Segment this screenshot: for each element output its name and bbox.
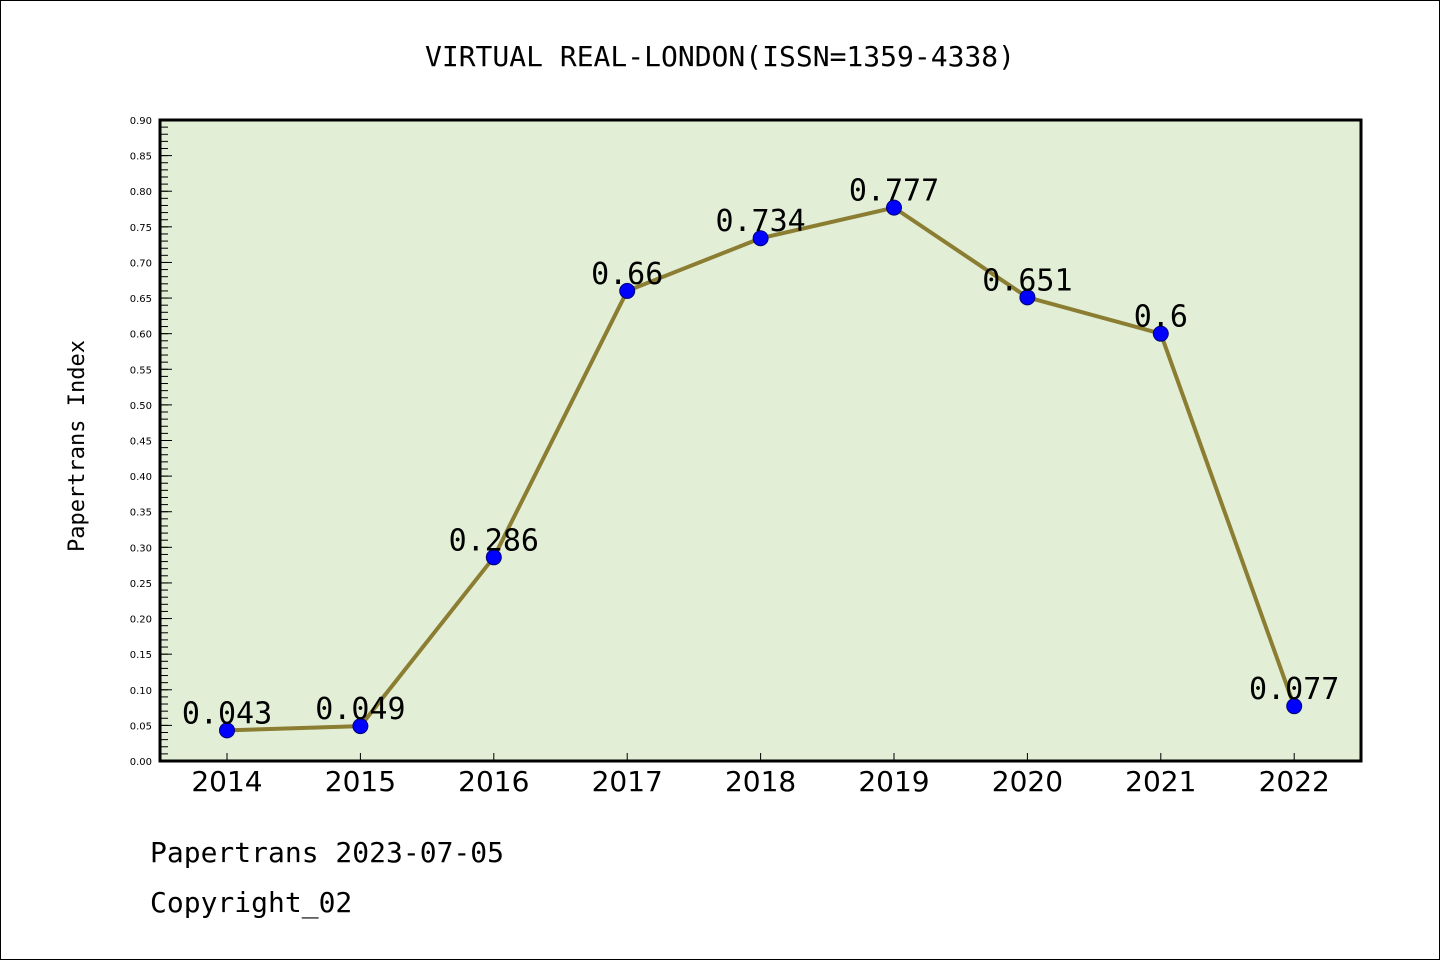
plot-area [160,120,1361,761]
x-tick-label: 2018 [725,765,796,798]
data-point [1152,325,1169,342]
data-label: 0.6 [1134,300,1188,335]
data-point [1019,289,1036,306]
y-tick-label: 0.90 [130,116,152,127]
data-label: 0.66 [591,257,663,292]
data-point [352,718,369,735]
data-label: 0.043 [182,696,272,731]
data-labels: 0.043 0.049 0.286 0.66 0.734 0.777 0.651 0.6 0.0… [182,174,1340,732]
x-tick-label: 2015 [325,765,396,798]
x-ticks: 2014 2015 2016 2017 2018 2019 2020 2021 2022 [191,753,1330,798]
data-point [485,549,502,566]
data-point [886,199,902,216]
y-tick-label: 0.75 [130,223,152,234]
footer-date-line: Papertrans 2023-07-05 [150,836,505,869]
x-tick-label: 2020 [992,765,1063,798]
y-tick-label: 0.30 [130,543,152,554]
x-tick-label: 2021 [1125,765,1196,798]
data-label: 0.286 [449,523,539,558]
data-point [219,722,235,739]
data-point [752,230,769,247]
y-tick-label: 0.45 [130,437,152,448]
y-tick-label: 0.65 [130,294,152,305]
y-tick-label: 0.50 [130,401,152,412]
y-tick-label: 0.40 [130,472,152,483]
x-tick-label: 2022 [1259,765,1330,798]
x-tick-label: 2014 [191,765,262,798]
y-tick-label: 0.80 [130,187,152,198]
y-tick-label: 0.20 [130,615,152,626]
plot-frame [158,118,1363,763]
y-tick-label: 0.25 [130,579,152,590]
y-tick-label: 0.35 [130,508,152,519]
y-tick-label: 0.55 [130,365,152,376]
y-tick-label: 0.70 [130,258,152,269]
x-tick-label: 2017 [592,765,663,798]
data-markers [219,199,1303,739]
y-axis-label: Papertrans Index [65,340,90,552]
y-tick-label: 0.00 [130,757,152,768]
data-label: 0.049 [315,692,405,727]
footer-copyright-line: Copyright_02 [150,886,353,919]
x-tick-label: 2016 [458,765,529,798]
data-label: 0.651 [982,263,1072,298]
chart-title: VIRTUAL REAL-LONDON(ISSN=1359-4338) [425,40,1015,73]
y-major-ticks: 0.00 0.05 0.10 0.15 0.20 0.25 0.30 0.35 0.40 0.45… [130,116,172,768]
data-label: 0.077 [1249,672,1339,707]
y-tick-label: 0.15 [130,650,152,661]
y-tick-label: 0.10 [130,686,152,697]
data-label: 0.734 [715,204,805,239]
x-tick-label: 2019 [858,765,929,798]
data-label: 0.777 [849,174,939,209]
y-tick-label: 0.60 [130,330,152,341]
y-tick-label: 0.05 [130,721,152,732]
data-point [619,282,636,299]
y-tick-label: 0.85 [130,152,152,163]
data-point [1286,698,1303,715]
